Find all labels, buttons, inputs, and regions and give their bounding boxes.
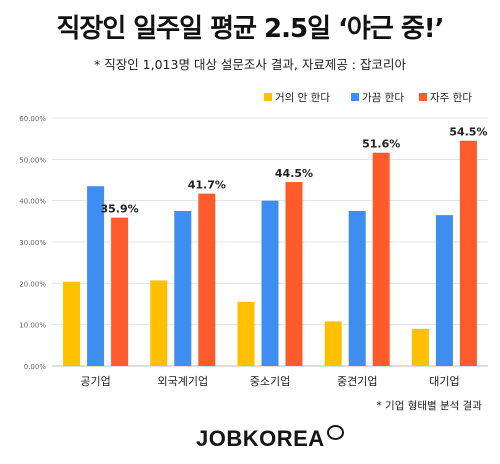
bar [198, 193, 216, 366]
x-tick-label: 공기업 [80, 375, 110, 388]
bar [63, 281, 81, 366]
legend-label: 거의 안 한다 [275, 92, 330, 104]
x-tick-label: 대기업 [429, 375, 459, 388]
bar [435, 215, 453, 366]
jobkorea-ring-icon [326, 424, 344, 440]
bar [87, 186, 105, 366]
bar [372, 152, 390, 366]
x-tick-label: 중소기업 [250, 375, 290, 388]
y-tick-label: 50.00% [19, 156, 46, 164]
legend-swatch [419, 93, 427, 101]
bar [237, 301, 255, 366]
legend-label: 자주 한다 [430, 92, 472, 104]
bar [459, 140, 477, 366]
bar [285, 182, 303, 366]
legend-swatch [351, 93, 359, 101]
chart-subtitle: * 직장인 1,013명 대상 설문조사 결과, 자료제공 : 잡코리아 [93, 57, 406, 72]
data-label: 41.7% [188, 179, 226, 192]
bar [411, 328, 429, 366]
bar [150, 280, 168, 366]
legend-label: 가끔 한다 [362, 92, 404, 104]
bar [324, 321, 342, 366]
jobkorea-logo: JOBKOREA [196, 424, 344, 452]
footnote: * 기업 형태별 분석 결과 [376, 400, 482, 412]
x-tick-label: 외국계기업 [157, 375, 208, 388]
bar [348, 211, 366, 366]
data-label: 44.5% [275, 167, 313, 180]
y-tick-label: 60.00% [19, 115, 46, 123]
bar [174, 211, 192, 366]
legend-swatch [264, 93, 272, 101]
bar [261, 200, 279, 366]
y-tick-label: 10.00% [19, 322, 46, 330]
data-label: 54.5% [449, 126, 487, 139]
bar [111, 217, 129, 366]
y-tick-label: 20.00% [19, 280, 46, 288]
chart-title: 직장인 일주일 평균 2.5일 ‘야근 중!’ [56, 14, 445, 44]
logo-text: JOBKOREA [196, 426, 325, 451]
y-tick-label: 40.00% [19, 198, 46, 206]
data-label: 35.9% [101, 203, 139, 216]
y-tick-label: 30.00% [19, 239, 46, 247]
y-tick-label: 0.00% [24, 363, 47, 371]
x-tick-label: 중견기업 [337, 375, 377, 388]
data-label: 51.6% [362, 138, 400, 151]
